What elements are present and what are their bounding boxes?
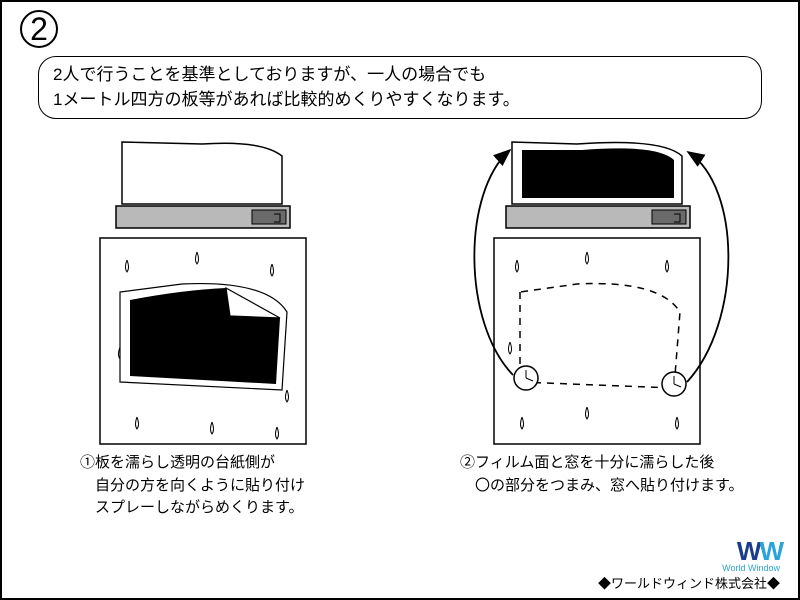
car-window-top-left [122,142,282,204]
panel-right: ②フィルム面と窓を十分に濡らした後 〇の部分をつまみ、窓へ貼り付けます。 [402,132,800,528]
instruction-note: 2人で行うことを基準としておりますが、一人の場合でも 1メートル四方の板等があれ… [38,56,762,119]
diagram-panels: ①板を濡らし透明の台紙側が 自分の方を向くように貼り付け スプレーしながらめくり… [2,132,798,528]
spray-bottle-left [116,206,290,228]
panel-left: ①板を濡らし透明の台紙側が 自分の方を向くように貼り付け スプレーしながらめくり… [2,132,402,528]
panel-left-caption: ①板を濡らし透明の台紙側が 自分の方を向くように貼り付け スプレーしながらめくり… [80,452,305,520]
car-window-top-right [512,142,682,204]
brand-subtext: World Window [598,563,780,573]
wet-board-right [494,238,700,444]
brand-company: ◆ワールドウィンド株式会社◆ [598,573,780,592]
panel-right-caption: ②フィルム面と窓を十分に濡らした後 〇の部分をつまみ、窓へ貼り付けます。 [460,452,744,497]
step-number-badge: 2 [20,10,58,48]
footer-brand: WW World Window ◆ワールドウィンド株式会社◆ [598,536,780,592]
spray-bottle-right [506,206,690,228]
